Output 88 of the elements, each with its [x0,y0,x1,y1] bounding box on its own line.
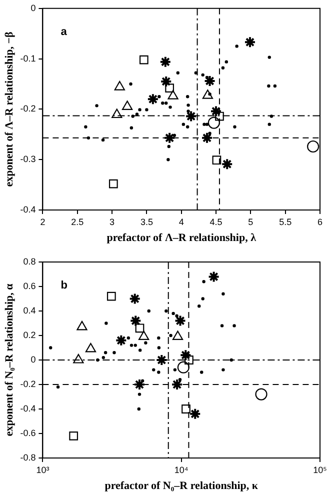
x-tick-label: 3.5 [140,216,153,227]
y-tick-label: -0.3 [20,154,36,164]
y-tick-label: -0.2 [20,378,36,389]
x-tick-label: 2.5 [71,216,84,227]
point [204,74,216,87]
point [205,76,209,80]
point [268,122,271,126]
point [221,158,234,170]
point [208,116,220,129]
annotation: a [60,26,68,38]
point [160,75,172,88]
point [164,132,176,144]
point [186,104,190,107]
point [244,36,256,48]
point [135,112,139,116]
point [129,82,132,86]
point [185,110,198,122]
point [146,93,159,106]
point [202,90,214,99]
point [139,55,148,64]
point [202,122,206,126]
point [165,84,174,92]
point [108,179,118,188]
x-tick-label: 3 [110,216,115,227]
x-tick-label: 5 [248,216,254,227]
point [164,102,168,105]
y-tick-label: -0.4 [20,204,36,214]
y-tick-label: -0.1 [20,53,36,64]
point [208,132,212,135]
point [161,102,164,105]
point [186,110,190,113]
point [273,84,277,88]
point [233,125,236,128]
point [95,104,98,108]
y-tick-label: -0.4 [20,403,36,414]
y-tick-label: -0.2 [20,104,36,114]
point [268,56,271,59]
point [186,125,190,128]
point [307,140,320,153]
y-axis-title: exponent of N₀–R relationship, α [3,282,16,436]
point [176,71,180,75]
point [210,105,222,118]
point [205,122,209,126]
point [168,106,172,109]
point [112,108,122,118]
y-tick-label: 0.2 [23,330,36,340]
point [267,84,270,88]
point [168,90,178,100]
x-tick-label: 5.5 [279,216,292,227]
point [138,108,142,112]
y-tick-label: -0.8 [20,452,36,462]
x-tick-label: 2 [40,216,46,227]
point [215,112,224,121]
point [167,144,170,148]
y-axis-title: exponent of Λ–R relationship, −β [3,31,16,187]
x-axis-title: prefactor of N₀–R relationship, κ [104,480,259,492]
point [84,125,88,128]
y-tick-label: 0.8 [23,256,36,266]
point [212,156,222,165]
x-tick-label: 4 [178,216,184,227]
annotation: b [60,280,68,292]
point [159,56,172,68]
x-tick-label: 10⁴ [174,464,188,475]
point [145,108,148,112]
x-tick-label: 10⁵ [313,464,328,475]
x-tick-label: 10³ [36,464,50,475]
y-tick-label: -0.6 [20,428,36,438]
y-tick-label: 0.4 [23,305,36,316]
x-tick-label: 4.5 [210,216,222,227]
point [182,122,186,126]
point [158,95,161,98]
point [186,95,190,98]
point [221,66,225,70]
x-axis-title: prefactor of Λ–R relationship, λ [106,232,257,244]
point [130,126,134,130]
point [172,134,176,138]
y-tick-label: 0 [30,354,36,364]
point [166,158,170,162]
point [101,138,105,142]
point [114,80,125,90]
point [201,132,214,144]
y-tick-label: 0 [30,2,36,13]
point [235,44,238,48]
point [201,73,204,77]
y-tick-label: 0.6 [23,280,36,291]
point [122,100,133,110]
x-tick-label: 6 [317,216,323,227]
point [224,60,228,64]
